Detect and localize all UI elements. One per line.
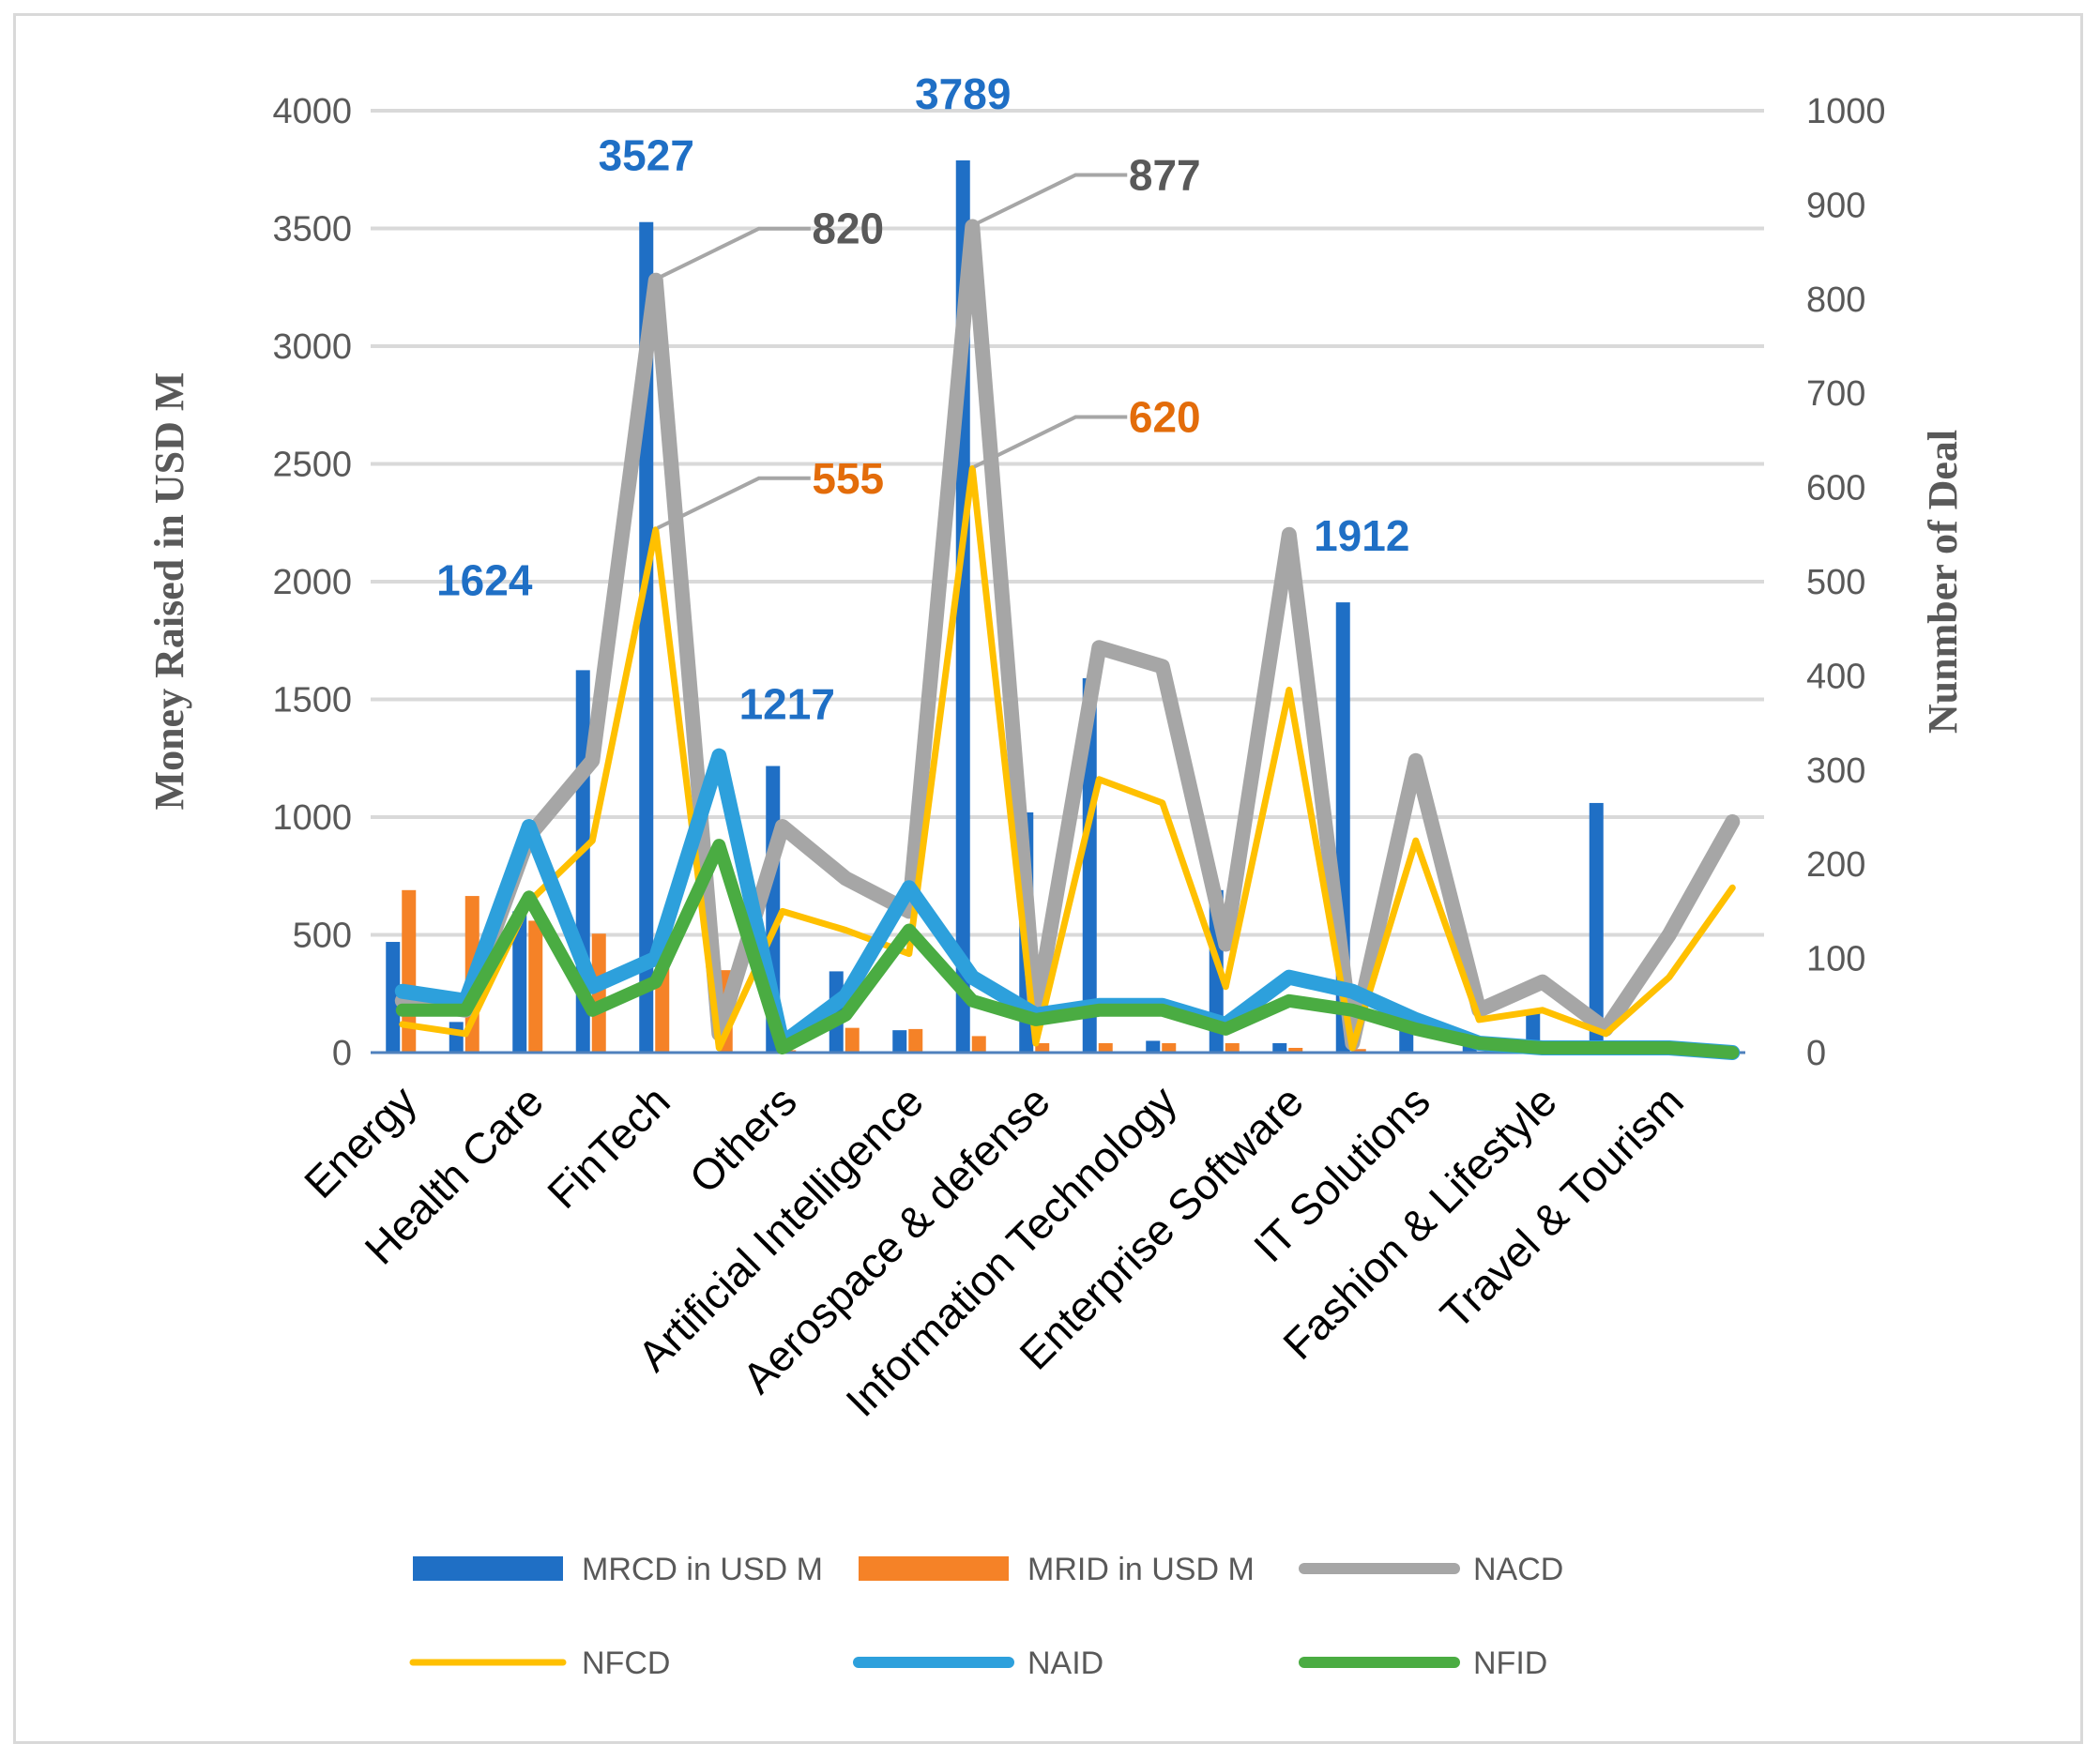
bar-mrcd: [1272, 1042, 1287, 1053]
bar-mrid: [845, 1027, 860, 1053]
category-label: Others: [679, 1076, 805, 1202]
callout-label: 3527: [599, 131, 694, 180]
category-label: FinTech: [538, 1076, 679, 1218]
right-tick-label: 900: [1806, 186, 1865, 225]
legend-label: MRCD in USD M: [582, 1552, 823, 1587]
left-tick-label: 2000: [272, 563, 352, 602]
line-nacd: [394, 219, 1741, 1051]
bar-mrcd: [1589, 802, 1604, 1053]
legend-swatch: [413, 1556, 563, 1581]
bar-mrcd: [449, 1022, 464, 1053]
left-tick-label: 1000: [272, 798, 352, 838]
callout-label: 620: [1129, 393, 1201, 442]
legend-swatch: [859, 1556, 1009, 1581]
right-axis-ticks: 0 100 200 300 400 500 600 700 800 900 1000: [1806, 92, 1886, 1073]
left-axis-ticks: 0 500 1000 1500 2000 2500 3000 3500 4000: [272, 92, 352, 1073]
line-nfcd: [399, 465, 1736, 1052]
callout-label: 877: [1129, 150, 1201, 199]
callout-label: 820: [812, 205, 884, 253]
bar-mrid: [528, 920, 543, 1053]
left-tick-label: 0: [332, 1034, 352, 1073]
chart-frame: [13, 13, 2083, 1744]
right-tick-label: 1000: [1806, 92, 1886, 131]
legend-label: NFCD: [582, 1645, 670, 1681]
bar-mrid: [1162, 1042, 1177, 1053]
y-axis-right-title: Nunmber of Deal: [1920, 430, 1966, 734]
left-tick-label: 1500: [272, 681, 352, 720]
right-tick-label: 500: [1806, 563, 1865, 602]
right-tick-label: 600: [1806, 469, 1865, 508]
bar-mrcd: [386, 942, 401, 1053]
callout-label: 3789: [915, 69, 1011, 118]
right-tick-label: 0: [1806, 1034, 1826, 1073]
callout-label: 1217: [739, 680, 835, 729]
left-tick-label: 500: [293, 917, 352, 956]
bar-mrid: [591, 933, 606, 1053]
legend-label: NAID: [1027, 1645, 1103, 1681]
legend-label: NACD: [1473, 1552, 1563, 1587]
callout-label: 1624: [436, 555, 533, 604]
y-axis-left-title: Money Raised in USD M: [146, 372, 192, 811]
right-tick-label: 700: [1806, 374, 1865, 414]
callout-label: 555: [812, 454, 884, 503]
bar-mrid: [1225, 1042, 1240, 1053]
bar-mrcd: [1082, 677, 1097, 1053]
legend-label: NFID: [1473, 1645, 1547, 1681]
legend: MRCD in USD M MRID in USD M NACD NFCD NAID NF…: [409, 1552, 1563, 1681]
bar-mrid: [1288, 1047, 1303, 1053]
right-tick-label: 800: [1806, 281, 1865, 320]
bar-mrcd: [1146, 1040, 1161, 1053]
bar-mrid: [1351, 1049, 1366, 1053]
callout-leader: [973, 415, 1128, 469]
right-tick-label: 100: [1806, 940, 1865, 979]
bar-mrid: [971, 1036, 986, 1053]
category-label: Travel & Tourism: [1431, 1076, 1693, 1338]
bar-mrid: [1035, 1042, 1050, 1053]
left-tick-label: 4000: [272, 92, 352, 131]
line-nfid: [395, 839, 1740, 1059]
callout-leader: [656, 226, 811, 281]
right-tick-label: 400: [1806, 657, 1865, 696]
data-callouts: 1624 3527 1217 3789 1912 820 877 555 620: [436, 69, 1409, 729]
callout-leader: [973, 173, 1128, 227]
line-marks: [394, 219, 1741, 1060]
right-tick-label: 300: [1806, 751, 1865, 791]
left-tick-label: 3500: [272, 210, 352, 250]
callout-label: 1912: [1314, 511, 1409, 560]
bar-mrcd: [512, 911, 527, 1053]
right-tick-label: 200: [1806, 845, 1865, 885]
bar-mrid: [1098, 1042, 1113, 1053]
left-tick-label: 3000: [272, 327, 352, 367]
bar-mrcd: [892, 1030, 907, 1053]
legend-label: MRID in USD M: [1027, 1552, 1255, 1587]
bar-mrid: [908, 1028, 923, 1053]
left-tick-label: 2500: [272, 446, 352, 485]
callout-leader: [656, 476, 811, 530]
